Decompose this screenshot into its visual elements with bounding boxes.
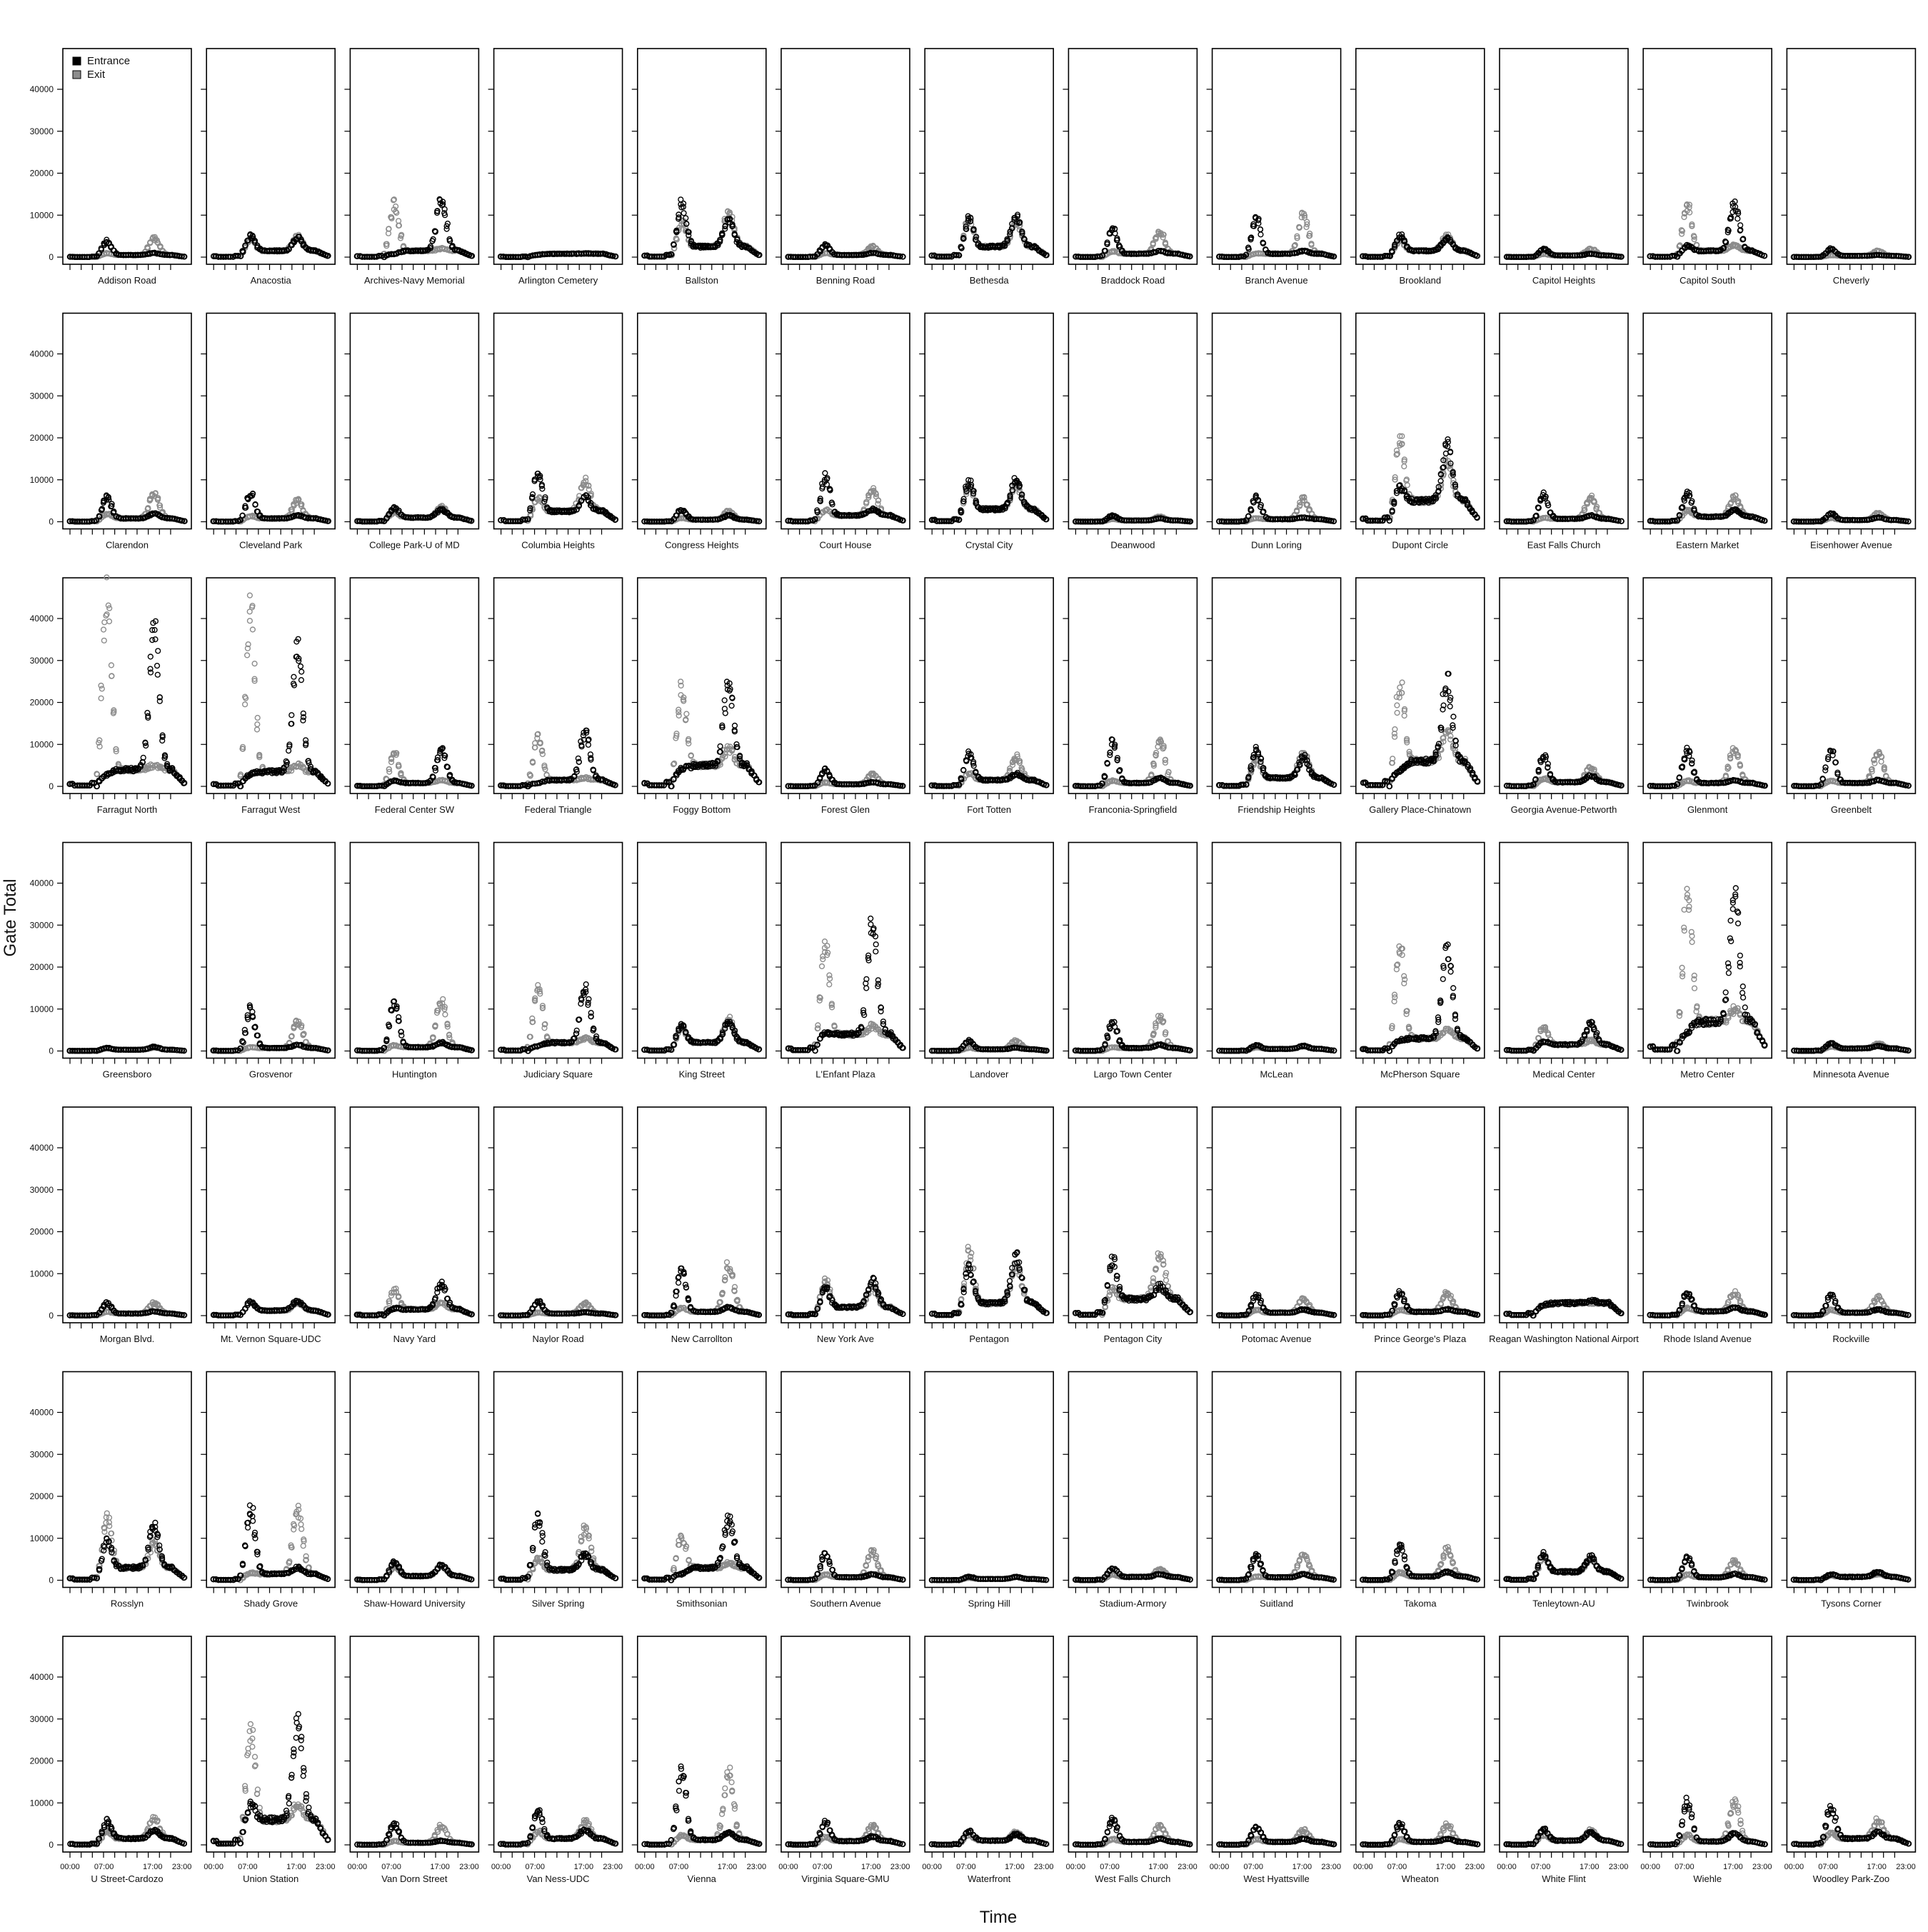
legend-label: Exit xyxy=(87,69,106,81)
station-label: Archives-Navy Memorial xyxy=(364,275,465,286)
station-label: Capitol Heights xyxy=(1532,275,1596,286)
y-tick-label: 10000 xyxy=(30,210,54,220)
station-label: Bethesda xyxy=(970,275,1010,286)
station-label: Cheverly xyxy=(1833,275,1870,286)
station-label: Arlington Cemetery xyxy=(518,275,598,286)
legend-swatch xyxy=(73,57,81,65)
station-label: Addison Road xyxy=(98,275,156,286)
station-label: Braddock Road xyxy=(1101,275,1165,286)
station-label: Branch Avenue xyxy=(1245,275,1308,286)
station-label: Capitol South xyxy=(1680,275,1735,286)
legend-label: Entrance xyxy=(87,55,130,67)
y-tick-label: 20000 xyxy=(30,169,54,179)
y-tick-label: 30000 xyxy=(30,126,54,136)
station-label: Brookland xyxy=(1400,275,1442,286)
y-tick-label: 40000 xyxy=(30,84,54,94)
legend-swatch xyxy=(73,71,81,79)
station-label: Ballston xyxy=(686,275,718,286)
station-label: Anacostia xyxy=(251,275,292,286)
y-tick-label: 0 xyxy=(49,252,54,262)
station-label: Benning Road xyxy=(816,275,875,286)
